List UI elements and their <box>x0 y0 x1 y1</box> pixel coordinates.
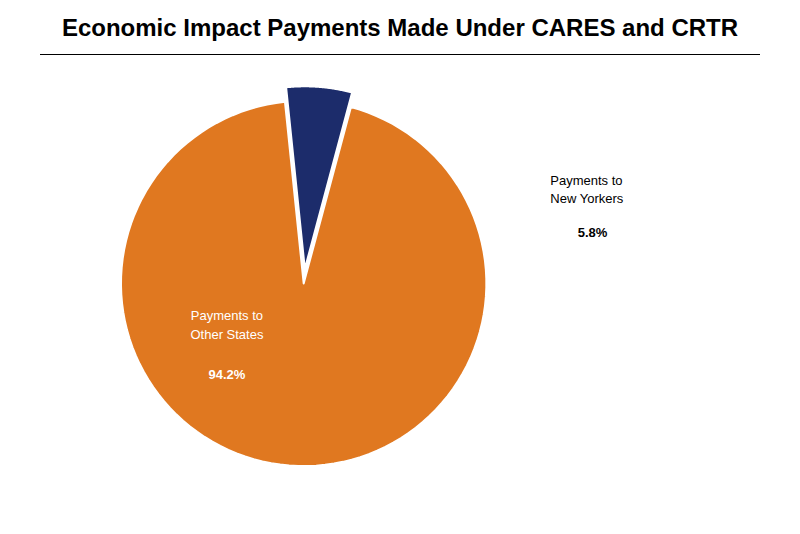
svg-text:94.2%: 94.2% <box>209 367 246 382</box>
svg-text:Payments toOther States: Payments toOther States <box>190 308 263 341</box>
svg-text:Payments toNew Yorkers: Payments toNew Yorkers <box>550 173 623 206</box>
html-text:Economic Impact Payments Made: Economic Impact Payments Made Under CARE… <box>61 14 739 41</box>
svg-text:5.8%: 5.8% <box>578 225 608 240</box>
